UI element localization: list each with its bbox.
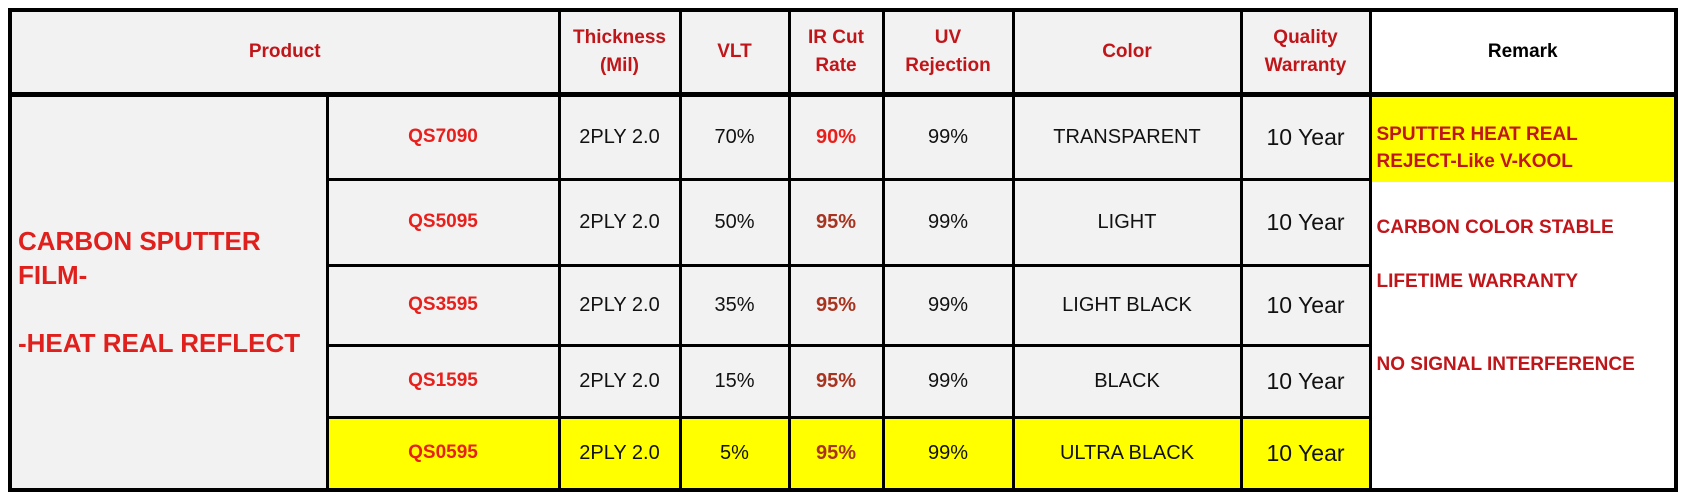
- header-cell: Remark: [1368, 8, 1678, 97]
- table-cell: 90%: [787, 92, 885, 181]
- table-cell: 2PLY 2.0: [557, 92, 682, 181]
- product-name-line: -HEAT REAL REFLECT: [18, 328, 301, 359]
- table-cell: 99%: [881, 263, 1015, 347]
- table-cell: 2PLY 2.0: [557, 343, 682, 419]
- table-cell: TRANSPARENT: [1011, 92, 1243, 181]
- table-cell: QS3595: [325, 263, 561, 347]
- table-cell: 95%: [787, 177, 885, 267]
- table-cell: 70%: [678, 92, 791, 181]
- table-cell: 10 Year: [1239, 343, 1372, 419]
- table-cell: 10 Year: [1239, 92, 1372, 181]
- remark-item: SPUTTER HEAT REAL REJECT-Like V-KOOL: [1371, 96, 1674, 182]
- remark-item: LIFETIME WARRANTY: [1376, 270, 1579, 292]
- table-cell: 50%: [678, 177, 791, 267]
- table-cell: 5%: [678, 415, 791, 492]
- table-cell: 10 Year: [1239, 177, 1372, 267]
- product-name-line: CARBON SPUTTER FILM-: [18, 226, 261, 291]
- table-cell: LIGHT: [1011, 177, 1243, 267]
- table-cell: 2PLY 2.0: [557, 415, 682, 492]
- table-cell: 99%: [881, 92, 1015, 181]
- table-cell: 95%: [787, 343, 885, 419]
- table-cell: LIGHT BLACK: [1011, 263, 1243, 347]
- data-row: QS1595 2PLY 2.0 15% 95% 99% BLACK 10 Year: [10, 343, 1676, 419]
- product-table: Product Thickness (Mil) VLT IR Cut Rate UV R…: [8, 8, 1678, 492]
- table-cell: 2PLY 2.0: [557, 263, 682, 347]
- table-cell: QS1595: [325, 343, 561, 419]
- table-cell: 10 Year: [1239, 415, 1372, 492]
- table-cell: 95%: [787, 263, 885, 347]
- remark-item: CARBON COLOR STABLE: [1376, 216, 1614, 238]
- header-cell: Product: [8, 8, 561, 97]
- table-cell: 10 Year: [1239, 263, 1372, 347]
- header-row: Product Thickness (Mil) VLT IR Cut Rate UV R…: [8, 8, 1678, 97]
- table-cell: 15%: [678, 343, 791, 419]
- table-cell: QS7090: [325, 92, 561, 181]
- data-row: QS0595 2PLY 2.0 5% 95% 99% ULTRA BLACK 10 Year: [10, 415, 1676, 492]
- table-cell: 99%: [881, 343, 1015, 419]
- header-cell: Color: [1011, 8, 1243, 97]
- remark-item: NO SIGNAL INTERFERENCE: [1376, 353, 1635, 375]
- header-cell: IR Cut Rate: [787, 8, 885, 97]
- data-row: QS5095 2PLY 2.0 50% 95% 99% LIGHT 10 Year: [10, 177, 1676, 267]
- table-cell: 2PLY 2.0: [557, 177, 682, 267]
- product-name-cell: CARBON SPUTTER FILM- -HEAT REAL REFLECT: [8, 92, 329, 492]
- header-cell: UV Rejection: [881, 8, 1015, 97]
- table-cell: 99%: [881, 415, 1015, 492]
- table-cell: ULTRA BLACK: [1011, 415, 1243, 492]
- table-cell: 99%: [881, 177, 1015, 267]
- table-cell: 95%: [787, 415, 885, 492]
- table-cell: BLACK: [1011, 343, 1243, 419]
- data-row: CARBON SPUTTER FILM- -HEAT REAL REFLECT QS…: [8, 92, 1678, 492]
- header-cell: Thickness (Mil): [557, 8, 682, 97]
- header-cell: Quality Warranty: [1239, 8, 1372, 97]
- data-row: QS3595 2PLY 2.0 35% 95% 99% LIGHT BLACK 10 Yea…: [10, 263, 1676, 347]
- table-cell: QS5095: [325, 177, 561, 267]
- remark-cell: SPUTTER HEAT REAL REJECT-Like V-KOOL CARB…: [1368, 92, 1678, 492]
- table-cell: QS0595: [325, 415, 561, 492]
- table-cell: 35%: [678, 263, 791, 347]
- header-cell: VLT: [678, 8, 791, 97]
